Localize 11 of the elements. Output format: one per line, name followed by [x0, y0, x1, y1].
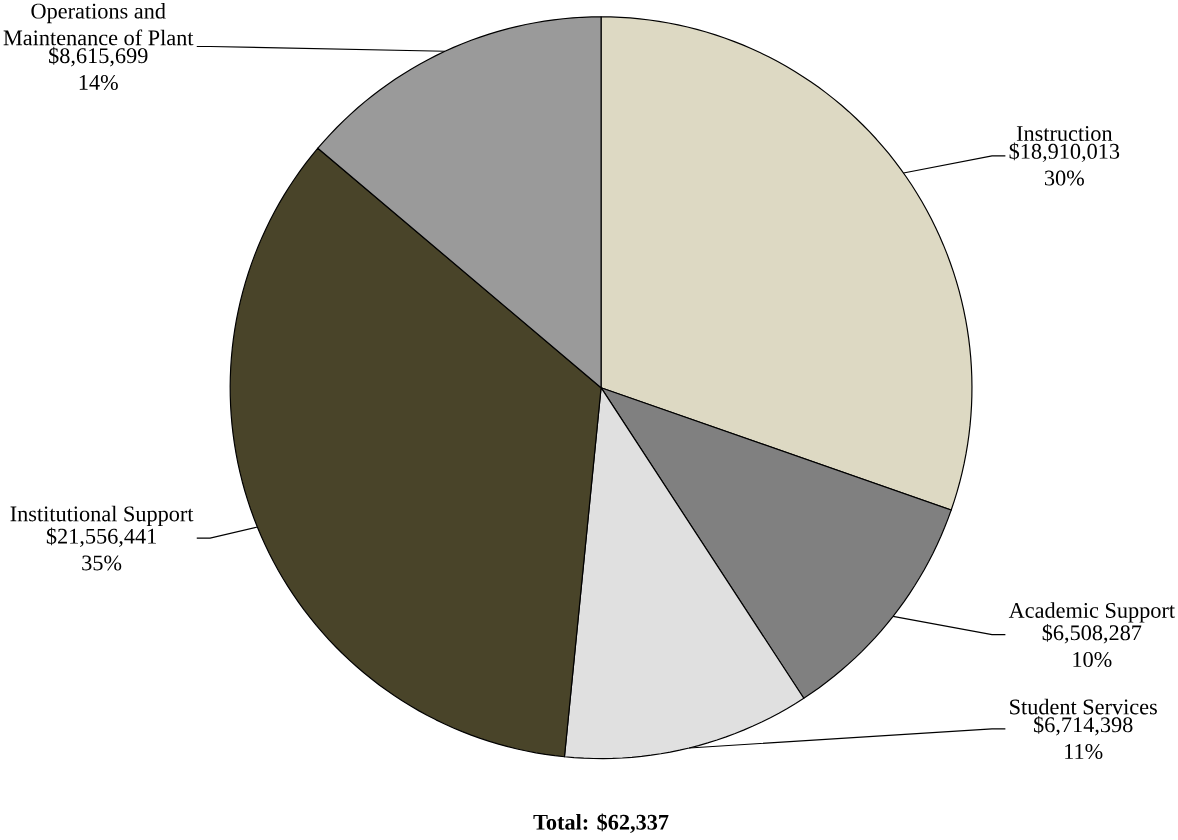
data-label: $8,615,699 14%	[49, 46, 148, 90]
slice-label: Operations and Maintenance of Plant	[3, 2, 194, 46]
data-label: $6,508,287 10%	[1042, 623, 1142, 667]
slice-label: Instruction	[1016, 125, 1113, 141]
slice-label: Institutional Support	[10, 505, 194, 526]
slice-label: Student Services	[1010, 698, 1157, 715]
text: Total: $62,337	[533, 813, 669, 833]
data-label: $18,910,013 30%	[1009, 142, 1120, 186]
data-label: $21,556,441 35%	[46, 527, 156, 571]
data-label: $6,714,398 11%	[1034, 715, 1133, 759]
slice-label: Academic Support	[1008, 602, 1175, 623]
